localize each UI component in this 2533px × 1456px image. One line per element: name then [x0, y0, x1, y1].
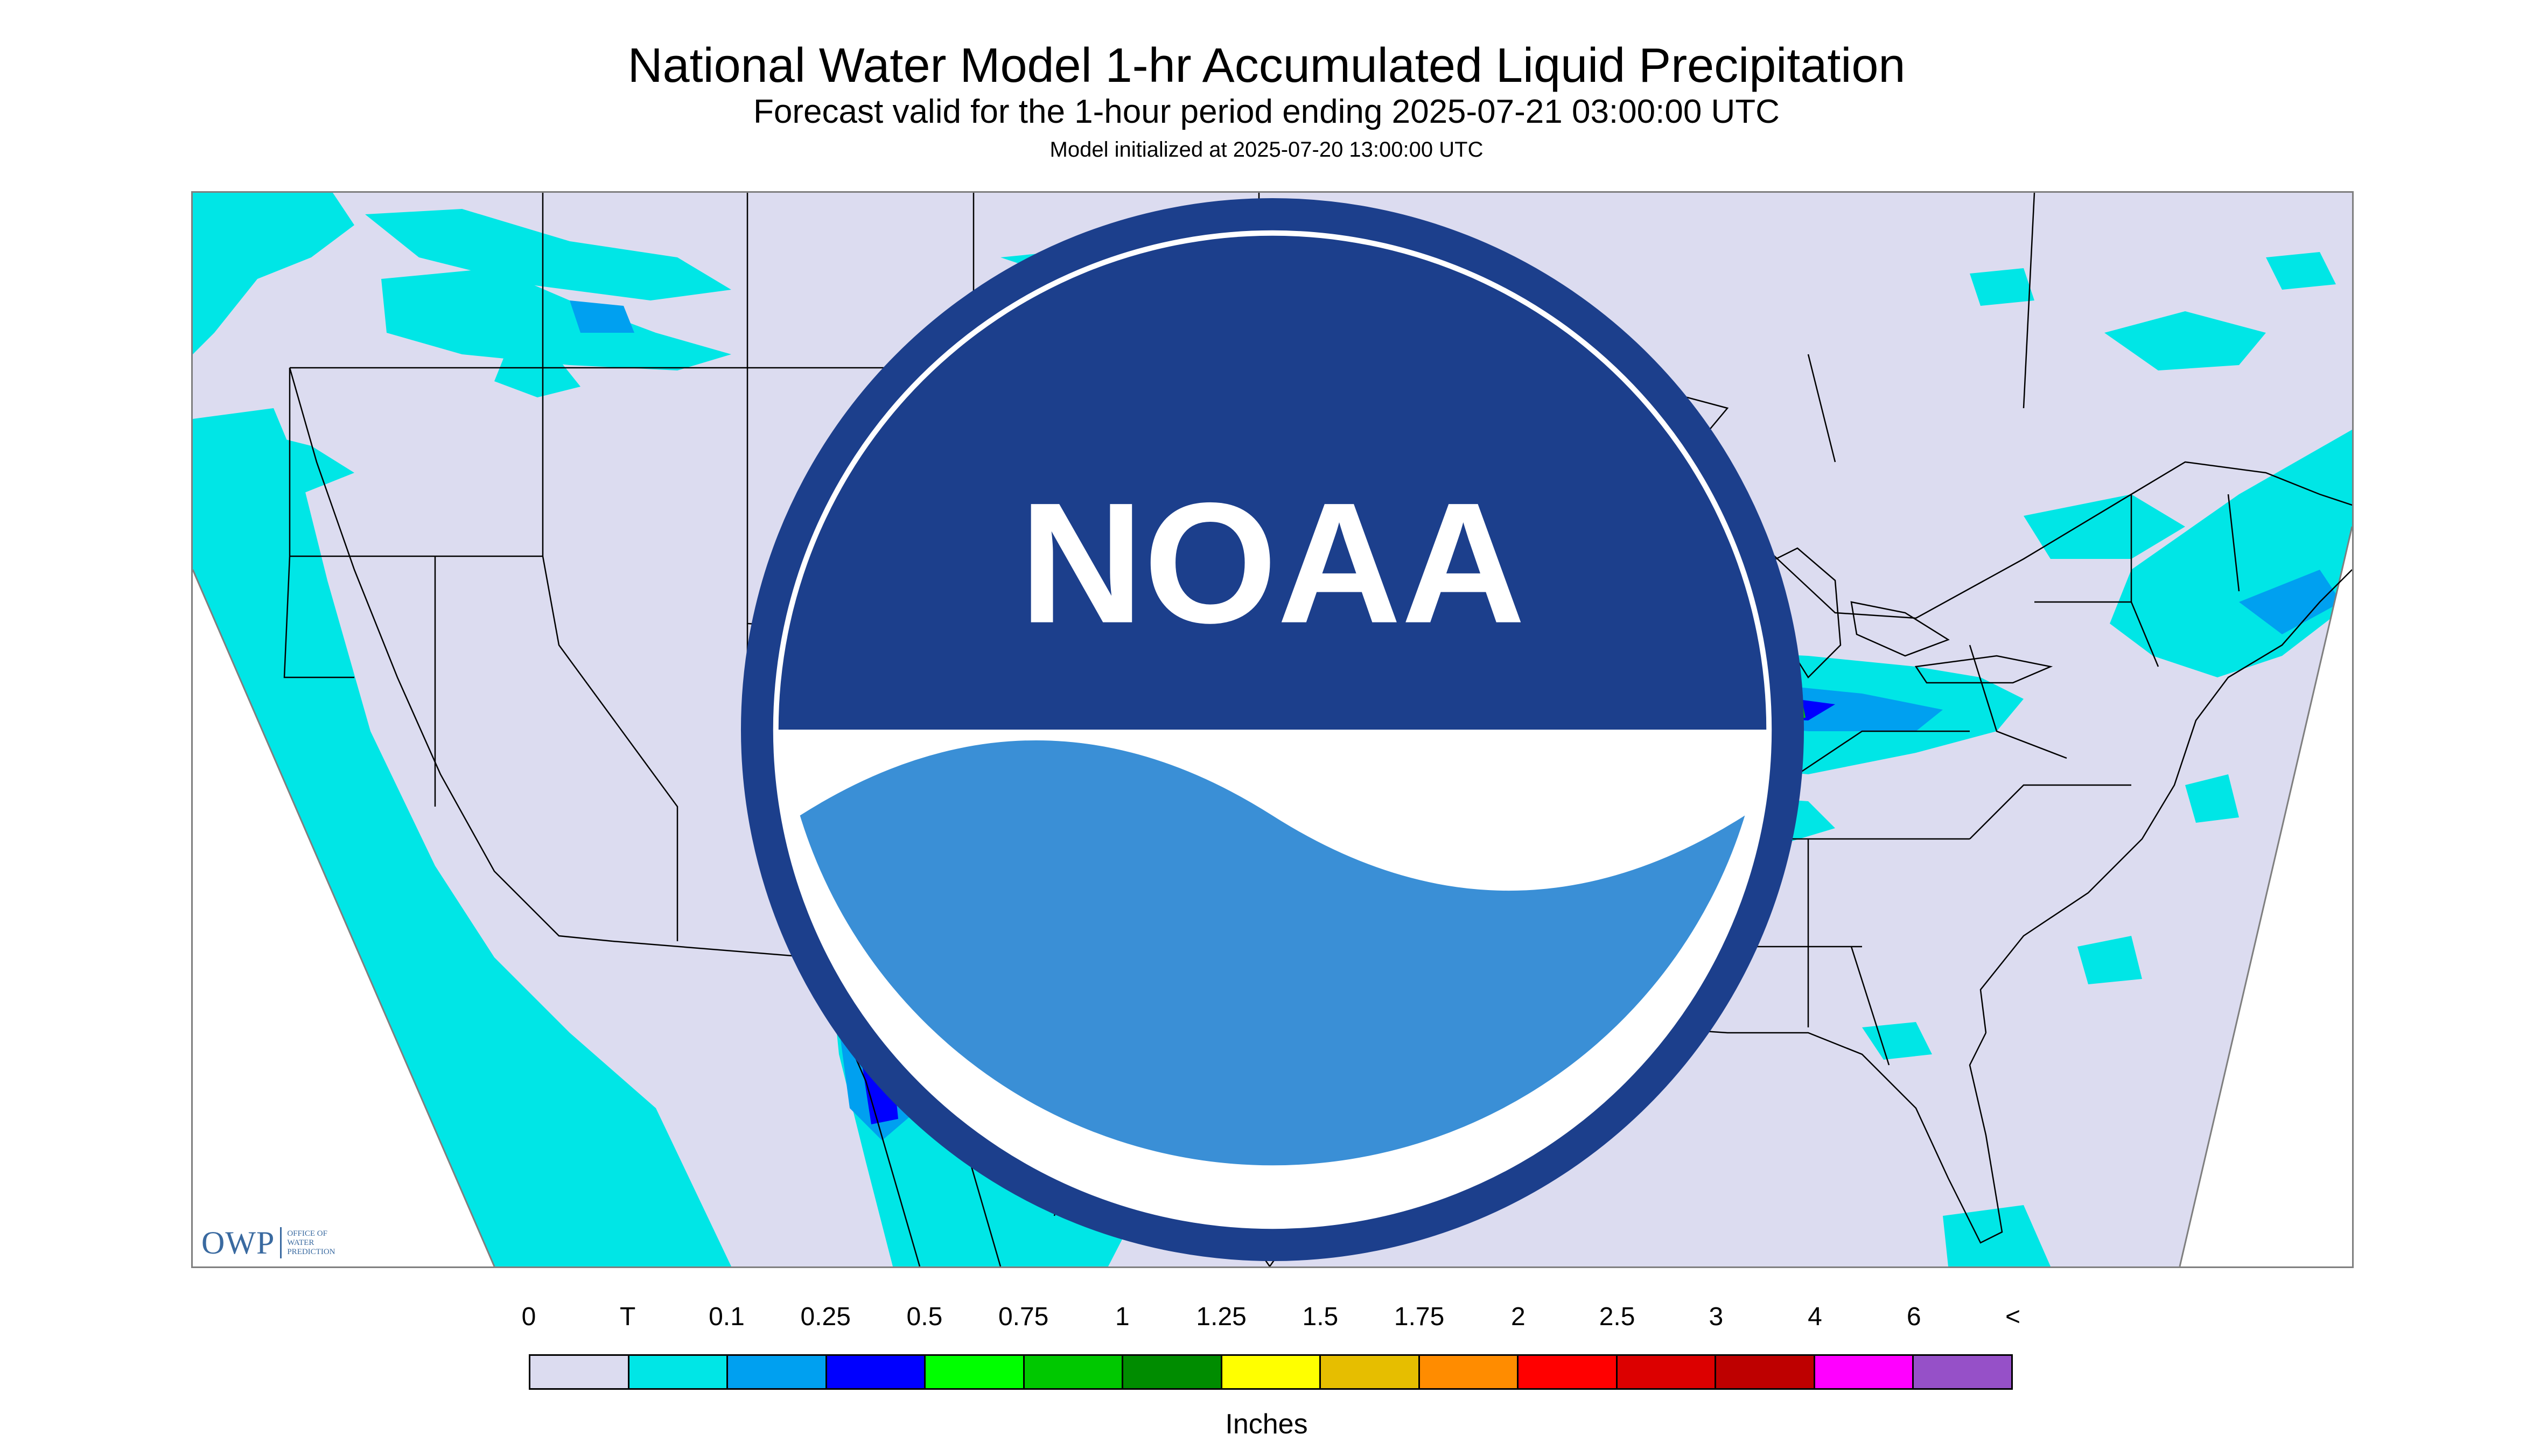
legend-tick-label: T [620, 1303, 636, 1331]
legend-tick-label: 0.5 [906, 1303, 943, 1331]
color-legend [529, 1354, 2013, 1390]
legend-swatch [827, 1356, 926, 1388]
legend-swatch [629, 1356, 729, 1388]
owp-logo: OWP OFFICE OF WATER PREDICTION [201, 1224, 335, 1262]
legend-tick-label: 3 [1709, 1303, 1724, 1331]
legend-swatch [1716, 1356, 1815, 1388]
legend-swatch [1222, 1356, 1321, 1388]
legend-swatch [1321, 1356, 1420, 1388]
legend-tick-label: < [2005, 1303, 2021, 1331]
map-title: National Water Model 1-hr Accumulated Li… [627, 39, 1906, 93]
legend-tick-label: 2.5 [1599, 1303, 1635, 1331]
legend-tick-label: 1.5 [1302, 1303, 1339, 1331]
noaa-logo: NOAA [740, 198, 1804, 1262]
legend-tick-label: 0.75 [998, 1303, 1049, 1331]
forecast-valid-subtitle: Forecast valid for the 1-hour period end… [753, 93, 1780, 130]
owp-logo-subtext: OFFICE OF WATER PREDICTION [287, 1229, 335, 1256]
legend-labels: 0 T 0.1 0.25 0.5 0.75 1 1.25 1.5 1.75 2 2.5 3 4 6 < [0, 1302, 2533, 1334]
legend-tick-label: 1 [1115, 1303, 1130, 1331]
legend-tick-label: 6 [1906, 1303, 1921, 1331]
legend-tick-label: 4 [1808, 1303, 1822, 1331]
precip-area-pnw [193, 193, 354, 354]
legend-tick-label: 1.25 [1196, 1303, 1247, 1331]
legend-tick-label: 0 [521, 1303, 536, 1331]
legend-swatch [1024, 1356, 1124, 1388]
legend-tick-label: 1.75 [1394, 1303, 1445, 1331]
legend-swatch [1419, 1356, 1519, 1388]
legend-swatch [926, 1356, 1025, 1388]
owp-logo-text: OWP [201, 1225, 275, 1261]
legend-swatch [1914, 1356, 2011, 1388]
legend-swatch [530, 1356, 629, 1388]
legend-swatch [728, 1356, 827, 1388]
precip-area-pacific [193, 408, 731, 1266]
legend-tick-label: 0.1 [709, 1303, 745, 1331]
noaa-logo-text: NOAA [1019, 467, 1525, 659]
owp-logo-divider [280, 1227, 282, 1258]
legend-swatch [1519, 1356, 1618, 1388]
precipitation-map[interactable]: OWP OFFICE OF WATER PREDICTION NOAA [191, 191, 2354, 1268]
model-initialized-line: Model initialized at 2025-07-20 13:00:00… [1049, 138, 1484, 162]
legend-tick-label: 0.25 [800, 1303, 851, 1331]
legend-swatch [1123, 1356, 1222, 1388]
legend-tick-label: 2 [1510, 1303, 1526, 1331]
legend-swatch [1815, 1356, 1914, 1388]
legend-units: Inches [1225, 1409, 1308, 1440]
legend-swatch [1617, 1356, 1717, 1388]
